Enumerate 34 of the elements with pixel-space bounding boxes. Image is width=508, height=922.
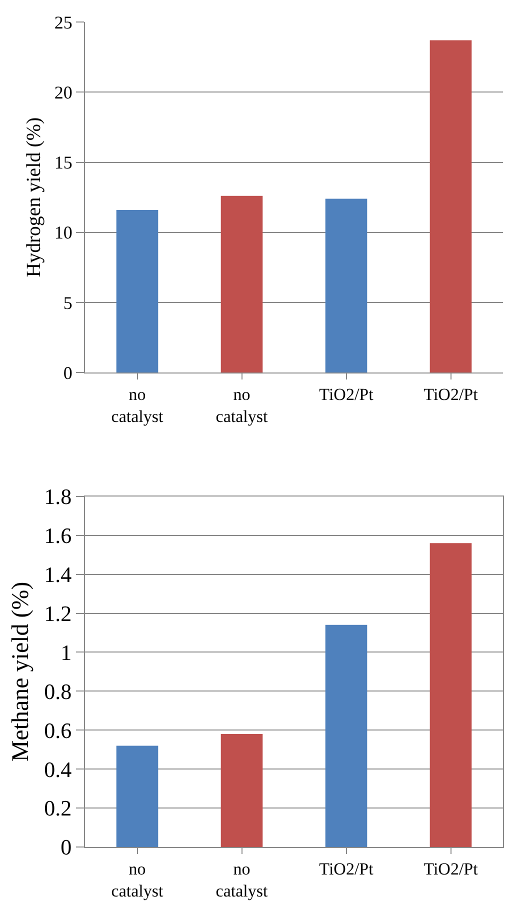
y-tick-label: 20: [54, 82, 72, 102]
y-axis-title: Hydrogen yield (%): [22, 117, 45, 278]
x-tick-label: TiO2/Pt: [424, 859, 478, 878]
x-tick-label: TiO2/Pt: [424, 385, 478, 404]
y-tick-label: 10: [54, 222, 72, 243]
bar: [430, 543, 472, 847]
bar: [325, 198, 368, 373]
x-tick-label: no catalyst: [111, 385, 164, 426]
bar: [116, 210, 158, 373]
x-tick-label: TiO2/Pt: [319, 859, 374, 878]
x-tick-label: no catalyst: [216, 385, 268, 426]
y-axis-title: Methane yield (%): [8, 582, 34, 762]
y-tick-label: 1.8: [44, 484, 72, 510]
y-tick-label: 0.2: [44, 796, 72, 821]
y-tick-label: 0.8: [44, 678, 72, 704]
y-tick-label: 0.4: [44, 756, 72, 782]
x-tick-label: no catalyst: [216, 859, 268, 900]
bar: [220, 734, 263, 847]
bar: [325, 624, 368, 847]
y-tick-label: 0.6: [44, 718, 72, 743]
y-tick-label: 0: [60, 834, 72, 860]
y-tick-label: 5: [63, 292, 72, 313]
y-tick-label: 1: [60, 640, 72, 665]
y-tick-label: 25: [54, 12, 72, 32]
x-tick-label: TiO2/Pt: [319, 385, 374, 404]
x-tick-label: no catalyst: [111, 859, 164, 900]
y-tick-label: 1.4: [44, 562, 72, 587]
y-tick-label: 1.2: [44, 600, 72, 626]
bar: [220, 196, 263, 373]
bar: [116, 746, 158, 847]
y-tick-label: 1.6: [44, 523, 72, 548]
y-tick-label: 15: [54, 152, 72, 173]
y-tick-label: 0: [63, 362, 72, 383]
bar: [430, 40, 472, 373]
